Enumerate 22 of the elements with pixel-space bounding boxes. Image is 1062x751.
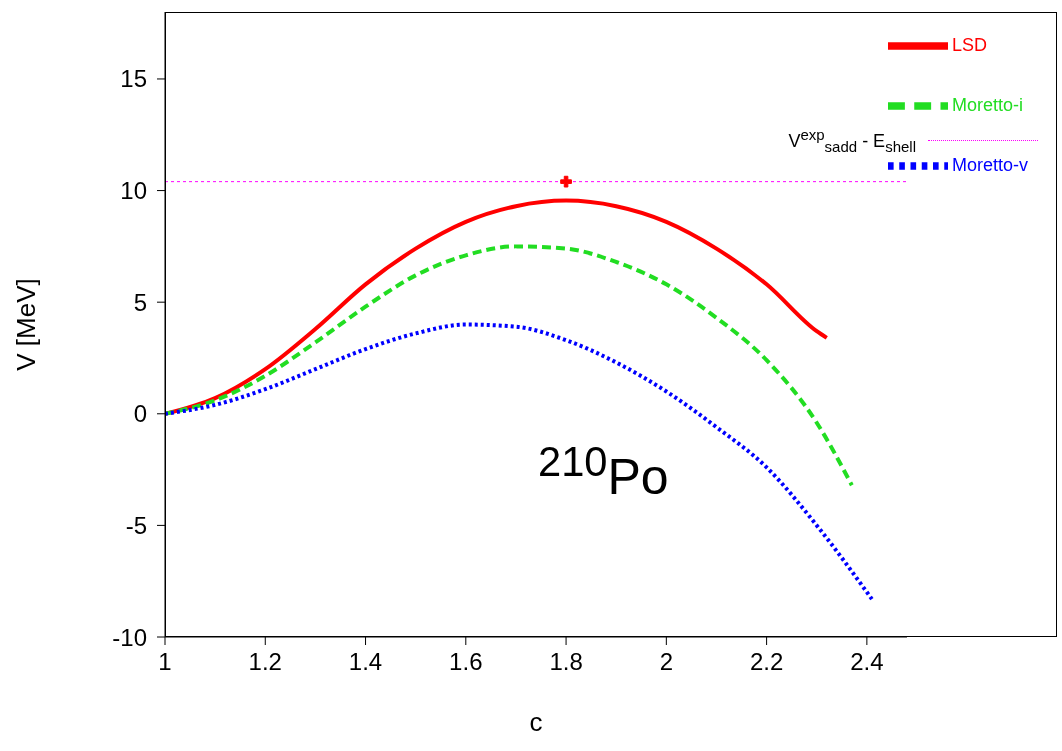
x-tick-label: 2 [659,648,674,676]
y-tick-label: 0 [133,400,147,428]
x-tick-label: 1.6 [449,648,483,676]
x-tick-label: 2.4 [850,648,884,676]
y-tick-label: 10 [120,177,147,205]
y-axis-title: V [MeV] [11,278,42,371]
y-tick-label: -5 [125,511,147,539]
y-tick-label: -10 [112,623,147,651]
y-tick-label: 5 [133,288,147,316]
x-axis-title: c [529,707,543,737]
line-series [165,322,874,602]
legend-label: Moretto-v [951,154,1028,175]
legend-label: LSD [951,34,987,55]
legend-label: Moretto-i [951,94,1023,115]
annotation: $^{210}$Po [538,438,669,506]
x-tick-label: 1.2 [248,648,282,676]
x-tick-label: 2.2 [749,648,784,676]
ref-line-label: V$^{exp}$$_{sadd}$ - E$_{shell}$ [788,125,916,157]
x-tick-label: 1.8 [549,648,583,676]
x-tick-label: 1 [158,648,172,676]
y-tick-label: 15 [120,65,147,93]
x-tick-label: 1.4 [348,648,383,676]
